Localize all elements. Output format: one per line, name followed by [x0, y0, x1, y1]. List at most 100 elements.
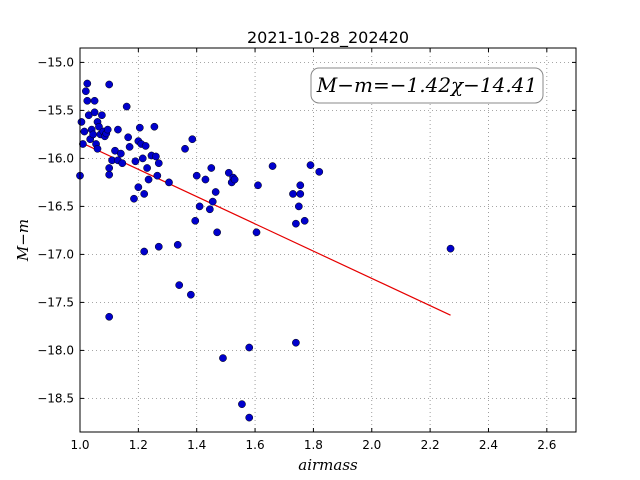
data-point [192, 171, 201, 180]
data-point [144, 175, 153, 184]
data-point [138, 154, 147, 163]
x-axis-label: airmass [298, 456, 358, 474]
data-point [292, 219, 300, 228]
data-point [207, 164, 216, 172]
x-tick-label: 2.4 [479, 438, 498, 452]
data-point [211, 188, 220, 196]
data-point [245, 413, 254, 422]
data-point [296, 181, 305, 190]
y-tick-label: −17.5 [37, 295, 74, 309]
data-point [79, 140, 87, 148]
x-tick-label: 1.0 [70, 438, 89, 452]
equation-box [310, 67, 544, 104]
y-tick-label: −18.0 [37, 343, 74, 357]
y-tick-label: −16.5 [37, 199, 74, 213]
data-point [98, 111, 106, 120]
data-point [205, 205, 214, 214]
data-point [89, 130, 97, 139]
data-point [245, 343, 254, 352]
data-point [165, 178, 173, 187]
data-point [315, 167, 324, 176]
data-points [76, 79, 455, 422]
grid-lines [79, 48, 576, 432]
axis-ticks: 1.0 1.2 1.4 1.6 1.8 2.0 2.2 2.4 2.6 −15.0 −15.5 −16… [37, 48, 576, 452]
data-point [103, 125, 112, 134]
data-point [118, 159, 127, 168]
data-point [181, 144, 189, 153]
data-point [224, 168, 233, 177]
data-point [446, 244, 455, 253]
data-point [150, 122, 159, 131]
data-point [230, 175, 239, 184]
y-axis-label: M−m [14, 219, 32, 262]
data-point [135, 123, 144, 132]
data-point [300, 216, 309, 225]
data-point [173, 240, 182, 249]
data-point [90, 108, 99, 117]
data-point [95, 122, 103, 131]
data-point [116, 149, 125, 158]
data-point [105, 164, 114, 172]
data-point [134, 183, 143, 192]
x-tick-label: 1.2 [129, 438, 148, 452]
data-point [188, 135, 197, 144]
data-point [130, 194, 138, 203]
data-point [122, 102, 131, 111]
data-point [143, 164, 151, 172]
data-point [213, 228, 221, 237]
data-point [83, 96, 92, 105]
data-point [201, 175, 210, 184]
plot-area [80, 48, 576, 432]
data-point [114, 125, 122, 134]
data-point [90, 96, 99, 105]
y-tick-label: −18.5 [37, 391, 74, 405]
data-point [80, 127, 89, 136]
y-tick-label: −15.5 [37, 103, 74, 117]
data-point [125, 143, 134, 151]
equation-text: M−m=−1.42χ−14.41 [316, 73, 537, 97]
data-point [153, 171, 162, 180]
data-point [141, 142, 150, 150]
plot-frame [79, 47, 577, 433]
data-point [105, 80, 114, 89]
data-point [77, 118, 86, 126]
data-point [252, 228, 261, 237]
data-point [208, 197, 217, 206]
data-point [93, 144, 102, 153]
data-point [238, 400, 246, 409]
data-point [152, 152, 160, 161]
data-point [83, 79, 92, 88]
data-point [175, 281, 184, 289]
data-point [154, 242, 163, 251]
fit-line [79, 141, 451, 316]
data-point [294, 202, 303, 211]
data-point [154, 159, 163, 168]
data-point [289, 190, 297, 198]
x-tick-label: 1.8 [304, 438, 323, 452]
data-point [219, 354, 227, 362]
x-tick-label: 2.6 [537, 438, 556, 452]
data-point [306, 161, 315, 169]
fit-line-group [79, 141, 451, 316]
data-point [124, 133, 132, 142]
y-tick-label: −17.0 [37, 247, 74, 261]
data-point [195, 202, 204, 211]
y-tick-label: −15.0 [37, 55, 74, 69]
chart-title: 2021-10-28_202420 [247, 28, 409, 48]
x-tick-label: 1.4 [187, 438, 206, 452]
x-tick-label: 1.6 [246, 438, 265, 452]
x-tick-label: 2.0 [362, 438, 381, 452]
data-point [140, 247, 149, 256]
y-tick-label: −16.0 [37, 151, 74, 165]
data-point [131, 157, 140, 166]
data-point [140, 190, 149, 198]
data-point [292, 338, 300, 347]
data-point [105, 170, 114, 179]
data-point [105, 312, 114, 321]
data-point [191, 216, 200, 225]
data-point [187, 290, 195, 299]
data-point [296, 190, 305, 198]
data-point [268, 162, 277, 170]
x-tick-label: 2.2 [421, 438, 440, 452]
